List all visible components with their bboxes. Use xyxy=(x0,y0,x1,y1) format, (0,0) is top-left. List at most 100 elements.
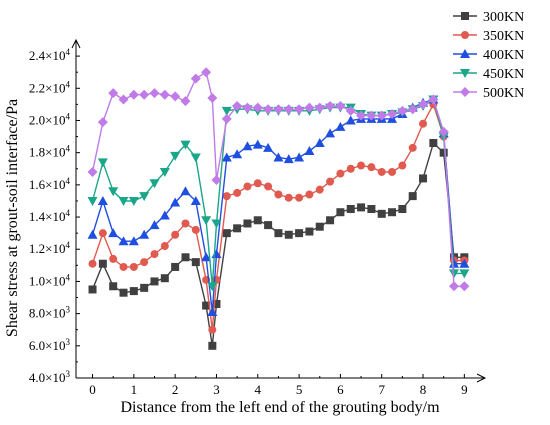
data-point xyxy=(233,188,242,197)
legend-label: 350KN xyxy=(483,29,524,44)
data-point xyxy=(221,152,232,162)
data-point xyxy=(149,179,160,189)
data-point xyxy=(190,73,201,84)
data-point xyxy=(118,94,129,105)
data-point xyxy=(108,187,119,197)
legend-item: 350KN xyxy=(453,29,524,44)
x-tick-label: 9 xyxy=(461,382,468,397)
data-point xyxy=(87,166,98,177)
data-point xyxy=(232,149,243,159)
data-point xyxy=(191,258,200,267)
legend-marker xyxy=(461,31,469,39)
data-point xyxy=(243,219,252,228)
data-point xyxy=(180,186,191,196)
data-point xyxy=(129,262,138,271)
data-point xyxy=(207,282,218,292)
legend-label: 450KN xyxy=(483,67,524,82)
data-point xyxy=(326,216,335,225)
data-point xyxy=(180,140,191,150)
data-point xyxy=(222,229,231,238)
y-tick-label: 1.6×104 xyxy=(29,176,71,192)
legend-item: 400KN xyxy=(453,48,524,63)
data-point xyxy=(201,216,212,226)
data-point xyxy=(418,99,429,110)
data-point xyxy=(388,167,397,176)
data-point xyxy=(429,139,438,148)
x-tick-label: 8 xyxy=(420,382,427,397)
data-point xyxy=(274,229,283,238)
data-point xyxy=(264,221,273,230)
data-point xyxy=(232,100,243,111)
data-point xyxy=(221,113,232,124)
data-point xyxy=(335,121,346,131)
data-point xyxy=(140,258,149,267)
y-tick-label: 2.0×104 xyxy=(29,111,71,127)
data-point xyxy=(305,190,314,199)
data-point xyxy=(150,250,159,259)
legend-marker xyxy=(460,69,470,78)
data-point xyxy=(388,208,397,217)
data-point xyxy=(367,163,376,172)
y-tick-label: 6.0×103 xyxy=(29,337,71,353)
data-point xyxy=(273,152,284,162)
data-point xyxy=(325,100,336,111)
data-point xyxy=(357,161,366,170)
data-point xyxy=(397,105,408,116)
data-point xyxy=(108,88,119,99)
data-point xyxy=(208,325,217,334)
data-point xyxy=(191,225,200,234)
data-point xyxy=(367,205,376,213)
x-tick-label: 7 xyxy=(378,382,385,397)
series-line xyxy=(91,141,465,346)
data-point xyxy=(314,138,325,148)
y-tick-label: 4.0×103 xyxy=(29,369,71,385)
data-point xyxy=(170,91,181,102)
data-point xyxy=(242,141,253,151)
data-point xyxy=(325,128,336,138)
data-point xyxy=(128,236,139,246)
data-point xyxy=(170,197,181,207)
data-point xyxy=(201,67,212,78)
legend-item: 450KN xyxy=(453,67,524,82)
y-tick-label: 2.4×104 xyxy=(29,47,71,63)
data-point xyxy=(315,222,324,231)
y-tick-label: 8.0×103 xyxy=(29,305,71,321)
data-point xyxy=(170,151,181,161)
data-point xyxy=(97,195,108,205)
data-point xyxy=(190,153,201,163)
data-point xyxy=(118,236,129,246)
data-point xyxy=(211,219,222,229)
axes xyxy=(71,38,487,383)
data-point xyxy=(252,139,263,149)
series-350KN xyxy=(88,100,469,334)
data-point xyxy=(398,161,407,170)
data-point xyxy=(377,167,386,176)
x-tick-label: 3 xyxy=(213,382,220,397)
data-point xyxy=(181,219,190,228)
data-point xyxy=(190,195,201,205)
data-point xyxy=(459,258,470,268)
data-point xyxy=(221,106,232,116)
data-point xyxy=(304,102,315,113)
data-point xyxy=(139,89,150,100)
data-point xyxy=(207,92,218,103)
data-point xyxy=(304,146,315,156)
data-point xyxy=(326,177,335,186)
series-line xyxy=(91,102,465,330)
data-point xyxy=(97,117,108,128)
data-point xyxy=(119,262,128,271)
data-point xyxy=(243,182,252,191)
data-point xyxy=(408,143,417,152)
legend-item: 300KN xyxy=(453,10,524,25)
x-tick-label: 1 xyxy=(131,382,138,397)
data-point xyxy=(242,102,253,113)
legend-item: 500KN xyxy=(453,86,524,101)
data-point xyxy=(108,228,119,238)
data-point xyxy=(160,274,169,283)
data-point xyxy=(428,94,439,105)
data-point xyxy=(314,102,325,113)
data-point xyxy=(407,104,418,115)
data-point xyxy=(387,109,398,120)
data-point xyxy=(376,110,387,121)
series-line xyxy=(91,98,465,313)
